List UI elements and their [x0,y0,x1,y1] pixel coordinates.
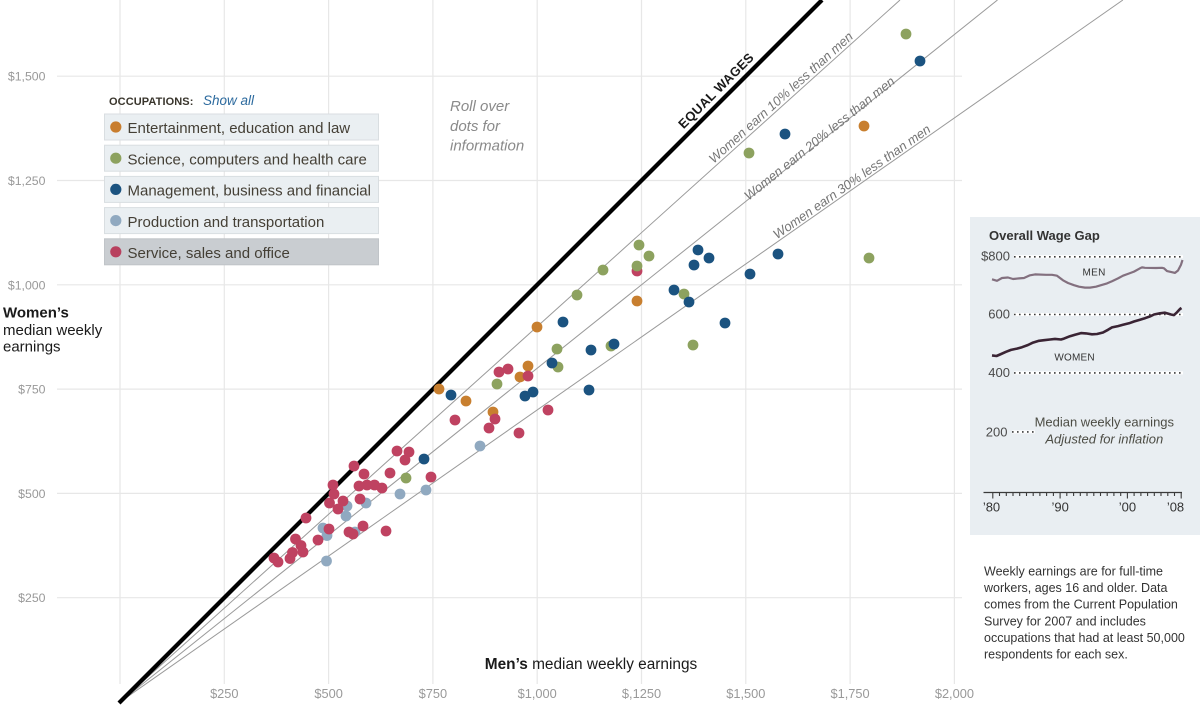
svg-text:MEN: MEN [1083,268,1106,279]
svg-text:$750: $750 [18,383,46,397]
svg-text:$250: $250 [18,591,46,605]
svg-text:Management, business and finan: Management, business and financial [128,183,372,200]
svg-text:$250: $250 [210,686,238,701]
svg-text:Science, computers and health: Science, computers and health care [128,151,367,168]
svg-text:$1,750: $1,750 [831,686,870,701]
svg-text:workers, ages 16 and older. Da: workers, ages 16 and older. Data [983,581,1167,595]
svg-text:$750: $750 [419,686,447,701]
svg-text:Entertainment, education and l: Entertainment, education and law [128,120,351,137]
svg-text:Production and transportation: Production and transportation [128,214,325,231]
svg-text:$1,250: $1,250 [8,174,46,188]
svg-text:’00: ’00 [1119,500,1136,515]
svg-text:’08: ’08 [1167,500,1184,515]
svg-text:dots for: dots for [450,118,501,135]
svg-text:Weekly earnings are for full-t: Weekly earnings are for full-time [984,565,1163,579]
svg-text:’90: ’90 [1052,500,1069,515]
svg-text:Survey for 2007 and includes: Survey for 2007 and includes [984,614,1146,628]
svg-text:median weekly: median weekly [3,322,103,339]
svg-text:Show all: Show all [203,93,255,108]
svg-text:Roll over: Roll over [450,98,510,115]
svg-text:comes from the Current Populat: comes from the Current Population [984,598,1178,612]
svg-text:Median weekly earnings: Median weekly earnings [1035,415,1175,430]
svg-text:200: 200 [986,424,1008,439]
svg-text:earnings: earnings [3,339,61,356]
svg-text:$1,000: $1,000 [8,278,46,292]
svg-text:$1,500: $1,500 [8,70,46,84]
svg-text:Overall Wage Gap: Overall Wage Gap [989,228,1100,243]
svg-text:information: information [450,138,524,155]
svg-text:$500: $500 [314,686,342,701]
svg-text:occupations that had at least: occupations that had at least 50,000 [984,631,1185,645]
svg-text:$2,000: $2,000 [935,686,974,701]
svg-text:Men’s median weekly earnings: Men’s median weekly earnings [485,656,698,673]
svg-text:$500: $500 [18,487,46,501]
svg-text:$1,000: $1,000 [518,686,557,701]
svg-text:’80: ’80 [983,500,1000,515]
svg-text:$800: $800 [981,249,1010,264]
svg-text:600: 600 [988,306,1010,321]
svg-text:respondents for each sex.: respondents for each sex. [984,648,1128,662]
svg-text:Adjusted for inflation: Adjusted for inflation [1044,432,1163,447]
svg-text:400: 400 [988,365,1010,380]
svg-text:$,1250: $,1250 [622,686,661,701]
svg-text:OCCUPATIONS:: OCCUPATIONS: [109,96,194,108]
svg-text:Women’s: Women’s [3,305,69,322]
svg-text:$1,500: $1,500 [726,686,765,701]
svg-text:WOMEN: WOMEN [1054,352,1094,363]
svg-text:Service, sales and office: Service, sales and office [128,245,290,262]
